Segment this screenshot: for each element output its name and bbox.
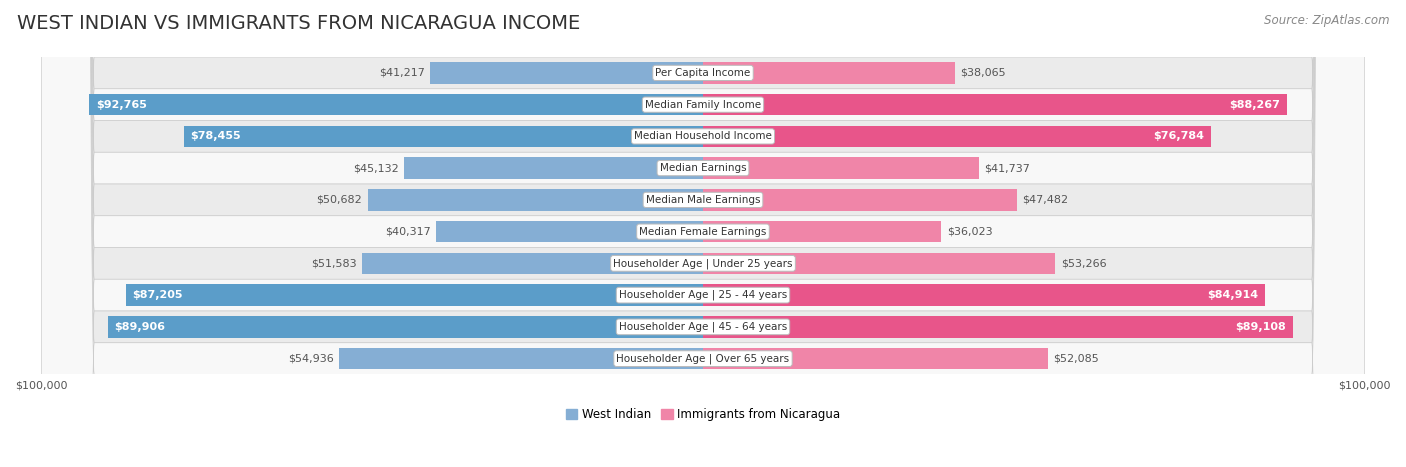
Bar xyxy=(703,253,1056,274)
Text: $40,317: $40,317 xyxy=(385,226,430,237)
Text: $50,682: $50,682 xyxy=(316,195,363,205)
Text: Householder Age | Over 65 years: Householder Age | Over 65 years xyxy=(616,354,790,364)
FancyBboxPatch shape xyxy=(41,0,1365,467)
Bar xyxy=(703,157,979,179)
Bar xyxy=(703,94,1286,115)
Text: $89,906: $89,906 xyxy=(115,322,166,332)
Bar xyxy=(108,316,703,338)
Bar xyxy=(89,94,703,115)
Text: Source: ZipAtlas.com: Source: ZipAtlas.com xyxy=(1264,14,1389,27)
Text: $78,455: $78,455 xyxy=(190,131,240,142)
FancyBboxPatch shape xyxy=(41,0,1365,467)
Text: Per Capita Income: Per Capita Income xyxy=(655,68,751,78)
Bar xyxy=(430,62,703,84)
Text: $76,784: $76,784 xyxy=(1153,131,1205,142)
Text: WEST INDIAN VS IMMIGRANTS FROM NICARAGUA INCOME: WEST INDIAN VS IMMIGRANTS FROM NICARAGUA… xyxy=(17,14,581,33)
Bar xyxy=(367,189,703,211)
FancyBboxPatch shape xyxy=(41,0,1365,467)
Bar xyxy=(703,348,1047,369)
Text: $88,267: $88,267 xyxy=(1230,99,1281,110)
Text: Median Earnings: Median Earnings xyxy=(659,163,747,173)
Text: $41,737: $41,737 xyxy=(984,163,1031,173)
FancyBboxPatch shape xyxy=(41,0,1365,467)
FancyBboxPatch shape xyxy=(41,0,1365,467)
Bar xyxy=(703,284,1265,306)
Text: $38,065: $38,065 xyxy=(960,68,1005,78)
FancyBboxPatch shape xyxy=(41,0,1365,467)
Text: $47,482: $47,482 xyxy=(1022,195,1069,205)
Text: $89,108: $89,108 xyxy=(1236,322,1286,332)
Bar xyxy=(184,126,703,147)
FancyBboxPatch shape xyxy=(41,0,1365,467)
Text: $45,132: $45,132 xyxy=(353,163,399,173)
Text: Householder Age | 25 - 44 years: Householder Age | 25 - 44 years xyxy=(619,290,787,300)
Bar xyxy=(703,126,1211,147)
Bar xyxy=(361,253,703,274)
Text: $51,583: $51,583 xyxy=(311,258,356,269)
Text: Householder Age | 45 - 64 years: Householder Age | 45 - 64 years xyxy=(619,322,787,332)
FancyBboxPatch shape xyxy=(41,0,1365,467)
Bar xyxy=(703,221,942,242)
Bar xyxy=(405,157,703,179)
Text: $87,205: $87,205 xyxy=(132,290,183,300)
Text: $54,936: $54,936 xyxy=(288,354,335,364)
Bar xyxy=(339,348,703,369)
Text: $92,765: $92,765 xyxy=(96,99,146,110)
Text: $52,085: $52,085 xyxy=(1053,354,1098,364)
Bar xyxy=(703,316,1292,338)
Text: Householder Age | Under 25 years: Householder Age | Under 25 years xyxy=(613,258,793,269)
Text: $36,023: $36,023 xyxy=(946,226,993,237)
Bar xyxy=(703,62,955,84)
Text: $41,217: $41,217 xyxy=(380,68,425,78)
Text: Median Male Earnings: Median Male Earnings xyxy=(645,195,761,205)
Text: Median Family Income: Median Family Income xyxy=(645,99,761,110)
FancyBboxPatch shape xyxy=(41,0,1365,467)
Text: $84,914: $84,914 xyxy=(1208,290,1258,300)
Bar xyxy=(703,189,1017,211)
Bar xyxy=(127,284,703,306)
Text: Median Household Income: Median Household Income xyxy=(634,131,772,142)
Text: Median Female Earnings: Median Female Earnings xyxy=(640,226,766,237)
Bar xyxy=(436,221,703,242)
FancyBboxPatch shape xyxy=(41,0,1365,467)
Legend: West Indian, Immigrants from Nicaragua: West Indian, Immigrants from Nicaragua xyxy=(561,403,845,426)
Text: $53,266: $53,266 xyxy=(1060,258,1107,269)
